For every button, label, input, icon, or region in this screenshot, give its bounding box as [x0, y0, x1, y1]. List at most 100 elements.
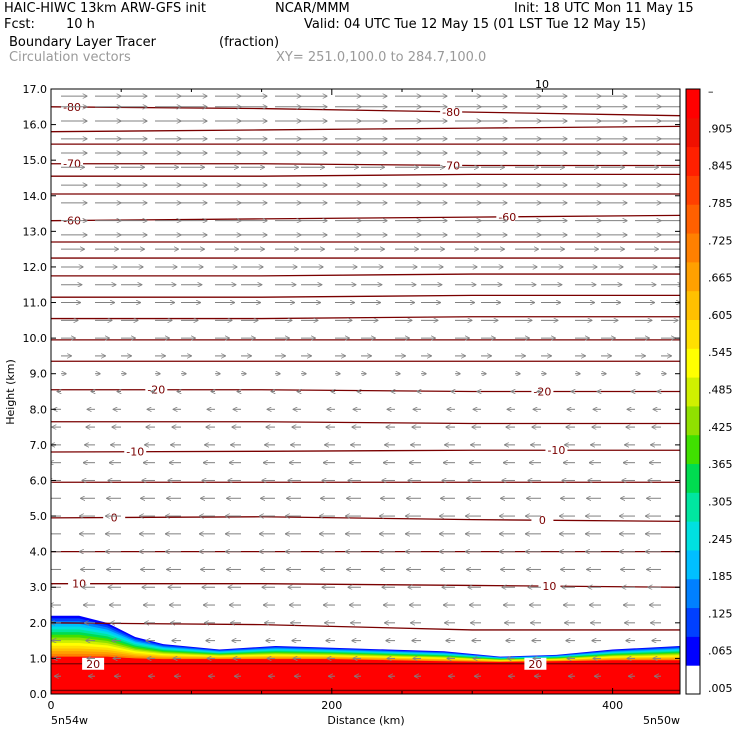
contour-label: 20 [528, 658, 542, 671]
x-axis-label: Distance (km) [327, 714, 404, 727]
y-tick-label: 9.0 [30, 368, 48, 381]
init-time: Init: 18 UTC Mon 11 May 15 [514, 1, 694, 16]
temperature-contour [51, 106, 680, 117]
y-axis: 0.0 1.0 2.0 3.0 4.0 5.0 6.0 7.0 8.0 9.0 10.0 11.0 12… [23, 83, 680, 701]
model-title: HAIC-HIWC 13km ARW-GFS init [4, 1, 206, 16]
colorbar-label: .725 [708, 234, 733, 247]
colorbar-label: .665 [708, 272, 733, 285]
overlay-name: Circulation vectors [9, 50, 131, 65]
colorbar-swatch [686, 607, 700, 637]
contour-label-bg [61, 157, 84, 170]
contour-label: -70 [63, 158, 81, 171]
colorbar-label: .905 [708, 122, 733, 135]
contour-label: 0 [111, 512, 118, 525]
x-axis: 0 200 400 [48, 89, 623, 712]
colorbar-swatch [686, 665, 700, 695]
colorbar-swatch [686, 578, 700, 609]
temperature-contour [51, 173, 680, 177]
y-tick-label: 13.0 [23, 225, 48, 238]
colorbar: .005 .065 .125 .185 .245 .305 .365 .425 .485 .545… [685, 85, 733, 695]
contour-label: 10 [72, 578, 86, 591]
colorbar-label: .185 [708, 570, 733, 583]
temperature-contour [51, 449, 680, 453]
temperature-contour [51, 622, 680, 631]
vector-legend-label: 10 [535, 78, 549, 91]
colorbar-swatch [686, 117, 700, 148]
x-tick-label: 400 [602, 699, 623, 712]
y-tick-label: 6.0 [30, 474, 48, 487]
colorbar-label: .545 [708, 346, 733, 359]
colorbar-swatch [686, 405, 700, 436]
y-axis-label: Height (km) [4, 359, 17, 425]
y-tick-label: 7.0 [30, 439, 48, 452]
contour-label: 10 [542, 580, 556, 593]
colorbar-label: .365 [708, 458, 733, 471]
contour-label: 20 [86, 658, 100, 671]
colorbar-label: .305 [708, 495, 733, 508]
colorbar-label: .485 [708, 384, 733, 397]
colorbar-swatch [686, 463, 700, 493]
plot-frame [50, 88, 681, 695]
colorbar-swatch [686, 319, 700, 349]
temperature-contour [51, 516, 680, 523]
contour-label-bg [531, 514, 554, 527]
tracer-core [51, 656, 680, 694]
colorbar-swatch [686, 636, 700, 666]
x-tick-label: 200 [321, 699, 342, 712]
colorbar-swatch [686, 434, 700, 465]
contour-label-bg [538, 580, 561, 593]
y-tick-label: 4.0 [30, 546, 48, 559]
contour-label: -10 [547, 444, 565, 457]
contour-label-bg [545, 444, 568, 457]
contour-label-bg [496, 210, 519, 223]
colorbar-label: .785 [708, 197, 733, 210]
colorbar-swatch [686, 377, 700, 407]
y-tick-label: 16.0 [23, 119, 48, 132]
y-tick-label: 17.0 [23, 83, 48, 96]
y-tick-label: 8.0 [30, 403, 48, 416]
contour-label: -80 [63, 101, 81, 114]
colorbar-swatch [686, 89, 700, 119]
colorbar-swatch [686, 521, 700, 551]
contour-label: -70 [442, 159, 460, 172]
y-tick-label: 10.0 [23, 332, 48, 345]
colorbar-frame [685, 88, 701, 695]
contour-label: -10 [126, 446, 144, 459]
colorbar-swatch [686, 492, 700, 522]
circulation-vectors [51, 96, 680, 676]
temperature-contour [51, 583, 680, 588]
y-tick-label: 5.0 [30, 510, 48, 523]
contour-label: -60 [498, 211, 516, 224]
field-name: Boundary Layer Tracer [9, 35, 156, 50]
fcst-label: Fcst: [4, 17, 35, 32]
y-tick-label: 15.0 [23, 154, 48, 167]
colorbar-swatch [686, 549, 700, 580]
colorbar-swatch [686, 348, 700, 378]
colorbar-label: .125 [708, 607, 733, 620]
colorbar-swatch [686, 233, 700, 263]
colorbar-swatch [686, 146, 700, 176]
colorbar-label: .005 [708, 682, 733, 695]
temperature-contour [51, 421, 680, 425]
colorbar-swatch [686, 175, 700, 205]
y-tick-label: 14.0 [23, 190, 48, 203]
colorbar-label: – [708, 85, 714, 98]
x-left-endpoint-label: 5n54w [51, 714, 88, 727]
fcst-value: 10 h [66, 17, 95, 32]
temperature-contour [51, 316, 680, 320]
contour-label-bg [124, 445, 147, 458]
field-units: (fraction) [219, 35, 280, 50]
y-tick-label: 0.0 [30, 688, 48, 701]
y-tick-label: 2.0 [30, 617, 48, 630]
contour-label-bg [440, 159, 463, 172]
temperature-contour [51, 125, 680, 133]
y-tick-label: 12.0 [23, 261, 48, 274]
x-right-endpoint-label: 5n50w [643, 714, 680, 727]
contour-label: -20 [533, 386, 551, 399]
tracer-field [51, 615, 680, 694]
valid-time: Valid: 04 UTC Tue 12 May 15 (01 LST Tue … [304, 17, 647, 32]
y-tick-label: 11.0 [23, 297, 48, 310]
contour-label-bg [524, 657, 547, 670]
